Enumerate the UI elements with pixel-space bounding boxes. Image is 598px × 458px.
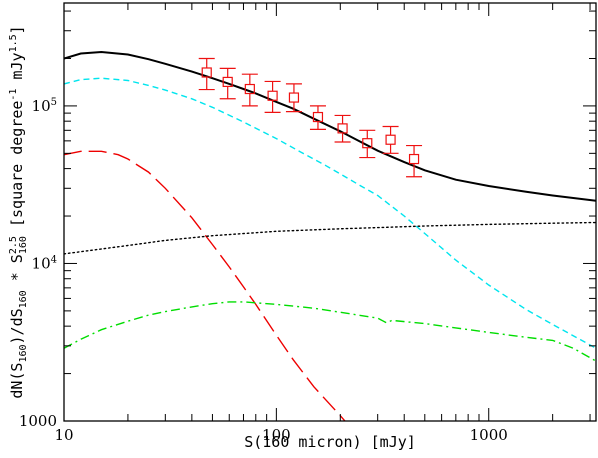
x-tick-label: 1000 (470, 426, 508, 444)
y-tick-label: 105 (32, 97, 57, 115)
data-point (309, 105, 326, 130)
x-tick-label: 100 (262, 426, 291, 444)
square-marker (385, 134, 396, 145)
series-line-longdash (64, 150, 346, 421)
tick-labels: 10 100 1000 1000 104 105 (19, 97, 508, 444)
series-layer (64, 50, 596, 421)
y-axis-title: dN(S160)/dS160 * S2.5160 [square degree-… (8, 25, 29, 398)
series-line-dashdot (64, 301, 596, 362)
square-marker (222, 76, 233, 88)
data-point (334, 114, 351, 143)
square-marker (362, 138, 373, 149)
series-line-dotted (64, 221, 596, 255)
square-marker (337, 123, 348, 134)
data-point (264, 80, 281, 113)
data-point (219, 67, 236, 100)
series-line-solid (64, 50, 596, 202)
square-marker (288, 92, 300, 103)
square-marker (312, 111, 324, 123)
square-marker (201, 67, 212, 78)
axis-ticks (63, 3, 596, 422)
data-point (406, 144, 423, 178)
square-marker (408, 153, 420, 165)
data-point (382, 125, 399, 154)
y-tick-label: 1000 (19, 412, 57, 430)
data-point (241, 73, 258, 107)
data-points-layer (198, 57, 423, 178)
square-marker (244, 83, 255, 95)
series-line-dashed (64, 77, 596, 349)
data-point (359, 129, 376, 159)
x-axis-title: S(160 micron) [mJy] (244, 433, 416, 451)
square-marker (267, 90, 278, 101)
data-point (198, 57, 215, 91)
plot-frame (63, 2, 597, 422)
y-tick-label: 104 (32, 254, 57, 272)
x-tick-label: 10 (54, 426, 73, 444)
data-point (285, 83, 302, 113)
